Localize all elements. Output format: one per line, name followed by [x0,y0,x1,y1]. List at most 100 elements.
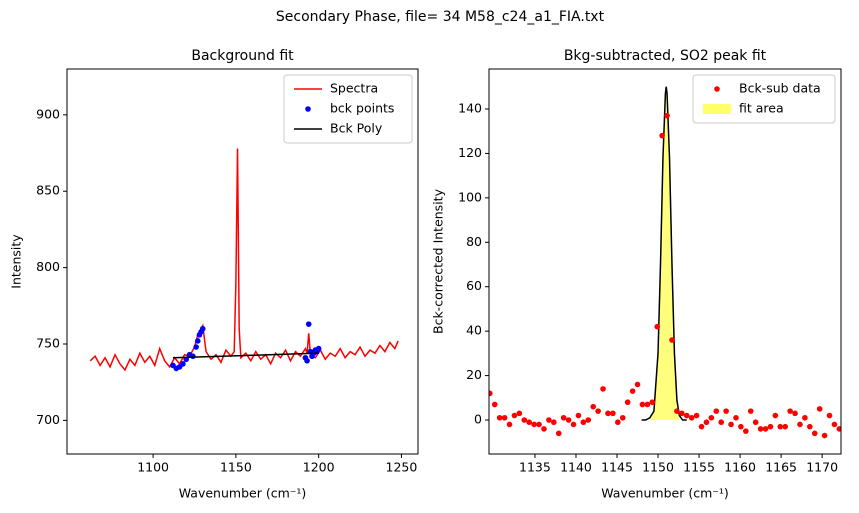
point [683,412,690,419]
point [600,386,606,392]
point [199,325,206,332]
y-tick-label: 40 [466,323,482,338]
figure-title: Secondary Phase, file= 34 M58_c24_a1_FIA… [276,9,605,25]
series-area [649,86,680,421]
point [610,410,616,417]
point [782,423,789,430]
point [747,408,754,414]
x-tick-label: 1165 [765,460,797,475]
x-tick-label: 1100 [137,460,169,475]
point [615,419,621,426]
series-line [641,86,687,421]
plot-area [489,86,841,439]
point [777,423,784,430]
legend-label: bck points [330,101,394,116]
point [772,412,779,419]
y-tick-label: 900 [36,106,60,121]
point [811,430,818,437]
point [315,345,322,352]
x-tick-label: 1150 [642,460,674,475]
point [190,353,196,360]
y-tick-label: 140 [458,100,482,115]
y-tick-label: 750 [36,336,60,351]
point [752,419,759,426]
point [194,338,201,344]
point [570,421,577,428]
point [708,414,715,421]
point [649,399,656,406]
x-tick-label: 1155 [683,460,715,475]
x-tick-label: 1170 [806,460,838,475]
point [629,388,636,394]
point [713,408,720,414]
point [787,408,793,414]
legend: Spectra bck points Bck Poly [283,74,413,144]
x-axis-label: Wavenumber (cm⁻¹) [179,486,306,501]
y-axis-label: Intensity [9,234,24,289]
point [560,414,567,421]
point [728,421,734,428]
point [305,321,312,327]
axes-title: Background fit [191,48,294,64]
point [526,419,533,426]
axes-title: Bkg-subtracted, SO2 peak fit [564,48,767,64]
point [489,390,493,397]
point [521,417,528,423]
point [738,423,744,430]
point [575,412,582,419]
point [743,428,749,434]
point [516,410,523,417]
point [679,410,685,417]
point [659,132,665,139]
legend-label: fit area [739,101,784,116]
y-tick-label: 20 [466,367,482,382]
y-tick-label: 60 [466,278,482,293]
point [644,401,651,408]
legend-label: Bck Poly [330,121,383,136]
point [595,408,601,414]
point [180,361,186,367]
x-tick-label: 1160 [724,460,756,475]
point [723,408,729,414]
point [546,417,552,423]
legend: Bck-sub data fit area [692,74,836,124]
point [816,406,823,412]
point [792,410,798,417]
point [536,421,542,428]
point [831,421,838,428]
point [802,414,808,421]
x-tick-label: 1250 [386,460,418,475]
series-line [172,352,319,359]
x-axis-label: Wavenumber (cm⁻¹) [601,486,728,501]
point [491,401,498,408]
point [693,412,700,419]
legend-frame [283,74,413,144]
y-tick-label: 120 [458,145,482,160]
point [654,323,661,330]
point [674,408,680,414]
point [826,412,833,419]
axes: Background fit Wavenumber (cm⁻¹) Intensity… [9,48,419,501]
x-tick-label: 1200 [303,460,335,475]
legend-swatch [703,104,731,114]
point [757,426,764,432]
legend-swatch [305,106,311,112]
point [733,414,739,421]
point [531,421,537,428]
axes-frame [488,68,842,455]
x-tick-label: 1135 [519,460,551,475]
legend-swatch [714,86,720,92]
point [304,358,310,364]
point [698,423,705,430]
x-tick-label: 1140 [560,460,592,475]
point [580,419,587,426]
point [634,381,641,388]
y-tick-label: 700 [36,412,60,427]
axes: Bkg-subtracted, SO2 peak fit Wavenumber (… [431,48,842,501]
plot-area [89,148,399,372]
point [703,419,710,426]
point [585,417,592,423]
y-tick-label: 80 [466,234,482,249]
y-axis-label: Bck-corrected Intensity [431,188,446,334]
x-tick-label: 1145 [601,460,633,475]
